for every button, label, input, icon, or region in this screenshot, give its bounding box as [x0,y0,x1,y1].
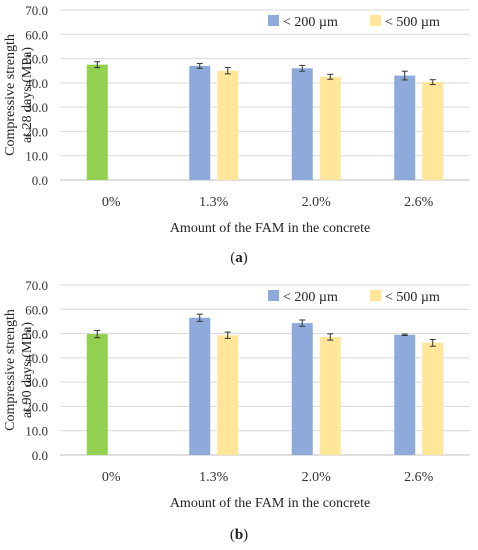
chart-panel-a: 0.0 10.0 20.0 30.0 40.0 50.0 60.0 70.0 Compressi… [3,3,470,266]
y-tick-label-b: 0.0 [32,448,48,463]
y-tick-label-b: 20.0 [25,399,48,414]
y-axis-label-line: Compressive strength [3,34,18,156]
x-tick-label-b: 2.0% [302,470,332,485]
panel-label-b: (b) [229,527,249,543]
chart-panel-b: 0.0 10.0 20.0 30.0 40.0 50.0 60.0 70.0 Compressi… [0,275,478,550]
y-tick-label-a: 10.0 [25,149,48,164]
legend-label-b: < 200 µm [283,290,338,305]
y-axis-label-line: at 28 days (MPa) [20,47,35,143]
bar-series-0-b [189,317,211,455]
bar-series-0-a [189,65,211,180]
y-tick-label-b: 60.0 [25,302,48,317]
x-axis-label-a: Amount of the FAM in the concrete [170,221,370,236]
y-tick-label-b: 50.0 [25,327,48,342]
x-tick-label-a: 2.6% [404,195,434,210]
y-axis-label-line: Compressive strength [3,309,18,431]
y-tick-label-a: 20.0 [25,124,48,139]
legend-label-a: < 200 µm [283,15,338,30]
y-axis-label-line: at 90 days (MPa) [20,322,35,418]
bar-series-0-a [291,68,313,180]
y-tick-label-b: 30.0 [25,375,48,390]
y-axis-label-b: Compressive strength at 90 days (MPa) [3,309,35,431]
legend-swatch-b [268,290,279,301]
x-tick-label-a: 0% [102,195,121,210]
legend-label-b: < 500 µm [385,290,440,305]
y-tick-label-a: 50.0 [25,52,48,67]
bar-series-1-a [217,70,239,180]
y-tick-label-a: 40.0 [25,76,48,91]
panel-label-a-text: a [235,250,243,266]
bar-series-1-a [422,82,444,180]
x-tick-label-b: 2.6% [404,470,434,485]
bar-series-1-b [319,336,341,455]
y-tick-label-a: 70.0 [25,3,48,18]
bar-series-1-a [319,76,341,180]
bar-series-0-b [291,323,313,455]
legend-label-a: < 500 µm [385,15,440,30]
legend-swatch-a [268,15,279,26]
y-axis-label-a: Compressive strength at 28 days (MPa) [3,34,35,156]
panel-label-a: (a) [230,250,248,266]
x-tick-label-a: 1.3% [199,195,229,210]
y-tick-label-a: 30.0 [25,100,48,115]
legend-swatch-a [370,15,381,26]
legend-swatch-b [370,290,381,301]
bar-series-1-b [217,335,239,455]
bar-series-0-b [394,334,416,455]
y-tick-label-b: 10.0 [25,424,48,439]
x-tick-label-b: 1.3% [199,470,229,485]
x-axis-label-b: Amount of the FAM in the concrete [170,496,370,511]
y-tick-label-a: 0.0 [32,173,48,188]
bar-series-1-b [422,342,444,455]
bar-reference-a [86,64,108,180]
x-tick-label-a: 2.0% [302,195,332,210]
bar-series-0-a [394,75,416,180]
chart-b-svg: 0.0 10.0 20.0 30.0 40.0 50.0 60.0 70.0 Compressi… [3,278,470,511]
y-tick-label-a: 60.0 [25,27,48,42]
bar-reference-b [86,334,108,455]
panel-label-b-text: b [234,527,244,543]
x-tick-label-b: 0% [102,470,121,485]
y-tick-label-b: 70.0 [25,278,48,293]
y-tick-label-b: 40.0 [25,351,48,366]
chart-a-svg: 0.0 10.0 20.0 30.0 40.0 50.0 60.0 70.0 Compressi… [3,3,470,236]
